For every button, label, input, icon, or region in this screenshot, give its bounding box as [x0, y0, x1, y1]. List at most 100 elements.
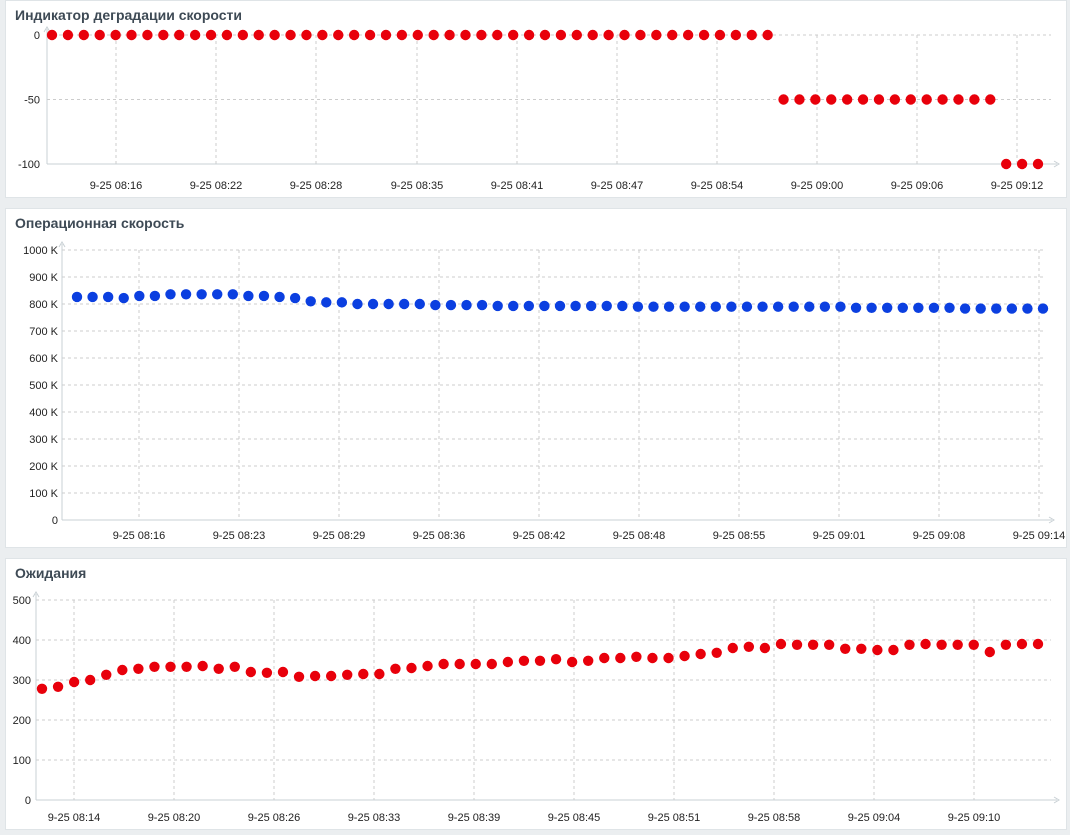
- data-point: [492, 300, 503, 312]
- data-point: [791, 639, 803, 650]
- data-point: [1016, 638, 1028, 650]
- data-point: [470, 658, 481, 670]
- data-point: [928, 302, 940, 313]
- data-point: [396, 29, 408, 41]
- data-point: [321, 297, 332, 308]
- data-point: [523, 300, 535, 312]
- data-point: [975, 303, 986, 314]
- data-point: [810, 94, 821, 105]
- data-point: [872, 644, 883, 656]
- x-tick-label: 9-25 08:33: [348, 812, 401, 824]
- x-tick-label: 9-25 08:48: [613, 530, 666, 542]
- x-tick-label: 9-25 08:28: [290, 180, 343, 192]
- data-point: [117, 664, 128, 676]
- y-tick-label: 1000 K: [23, 245, 59, 257]
- y-tick-label: 400 K: [29, 407, 58, 419]
- data-point: [352, 298, 363, 310]
- data-point: [1000, 639, 1012, 650]
- data-point: [866, 302, 877, 313]
- data-point: [476, 299, 488, 311]
- data-point: [936, 639, 947, 650]
- data-point: [253, 29, 264, 41]
- data-point: [601, 300, 612, 312]
- data-point: [227, 289, 239, 300]
- x-tick-label: 9-25 09:14: [1013, 530, 1066, 542]
- data-point: [174, 29, 185, 41]
- data-point: [367, 298, 379, 310]
- y-tick-label: -50: [24, 95, 40, 107]
- data-point: [726, 301, 737, 312]
- x-tick-label: 9-25 08:45: [548, 812, 601, 824]
- data-point: [730, 29, 742, 41]
- x-tick-label: 9-25 09:00: [791, 180, 844, 192]
- data-point: [823, 639, 835, 650]
- data-point: [554, 300, 566, 312]
- data-point: [663, 652, 674, 664]
- data-point: [149, 290, 161, 302]
- data-point: [711, 647, 722, 658]
- data-point: [390, 663, 401, 674]
- data-point: [269, 29, 280, 41]
- data-point: [380, 29, 392, 41]
- x-tick-label: 9-25 08:35: [391, 180, 444, 192]
- data-point: [897, 302, 908, 313]
- x-tick-label: 9-25 08:58: [748, 812, 801, 824]
- data-point: [775, 638, 787, 650]
- x-tick-label: 9-25 09:10: [948, 812, 1001, 824]
- data-point: [599, 652, 610, 664]
- data-point: [342, 669, 353, 680]
- data-point: [94, 29, 105, 41]
- data-point: [631, 651, 642, 662]
- data-point: [78, 29, 90, 41]
- x-tick-label: 9-25 09:04: [848, 812, 901, 824]
- data-point: [289, 292, 301, 304]
- data-point: [953, 94, 964, 105]
- y-tick-label: 500: [13, 595, 31, 607]
- x-tick-label: 9-25 08:41: [491, 180, 544, 192]
- data-point: [52, 681, 64, 692]
- data-point: [727, 642, 738, 654]
- y-tick-label: 0: [34, 30, 40, 42]
- data-point: [635, 29, 646, 41]
- data-point: [358, 668, 369, 680]
- data-point: [492, 29, 503, 41]
- data-point: [850, 302, 862, 313]
- data-point: [991, 303, 1002, 314]
- data-point: [274, 291, 285, 303]
- data-point: [571, 29, 583, 41]
- x-tick-label: 9-25 08:55: [713, 530, 766, 542]
- data-point: [741, 301, 753, 312]
- data-point: [959, 303, 971, 314]
- data-point: [142, 29, 153, 41]
- data-point: [197, 660, 208, 672]
- data-point: [213, 663, 224, 674]
- chart-title: Индикатор деградации скорости: [15, 7, 243, 23]
- data-point: [648, 301, 659, 312]
- y-tick-label: -100: [18, 159, 40, 171]
- data-point: [582, 655, 594, 666]
- data-point: [412, 29, 423, 41]
- data-point: [149, 661, 160, 672]
- data-point: [570, 300, 581, 312]
- data-point: [841, 94, 853, 105]
- panel-operational-speed: Операционная скорость 0 100 K 200 K 300 K 40…: [5, 208, 1067, 548]
- data-point: [383, 298, 394, 310]
- data-point: [158, 29, 169, 41]
- data-point: [486, 658, 498, 670]
- chart-operational-speed: 0 100 K 200 K 300 K 400 K 500 K 600 K 700 K 800 …: [23, 241, 1066, 542]
- data-point: [134, 290, 145, 302]
- data-point: [243, 290, 254, 302]
- x-tick-label: 9-25 08:36: [413, 530, 466, 542]
- data-point: [189, 29, 201, 41]
- y-tick-label: 100: [13, 755, 31, 767]
- data-point: [102, 291, 114, 303]
- data-point: [325, 670, 337, 682]
- x-tick-label: 9-25 08:29: [313, 530, 366, 542]
- data-point: [663, 301, 675, 312]
- data-point: [348, 29, 360, 41]
- data-point: [905, 94, 916, 105]
- data-point: [921, 94, 932, 105]
- data-point: [794, 94, 805, 105]
- data-point: [698, 29, 710, 41]
- data-point: [309, 670, 321, 682]
